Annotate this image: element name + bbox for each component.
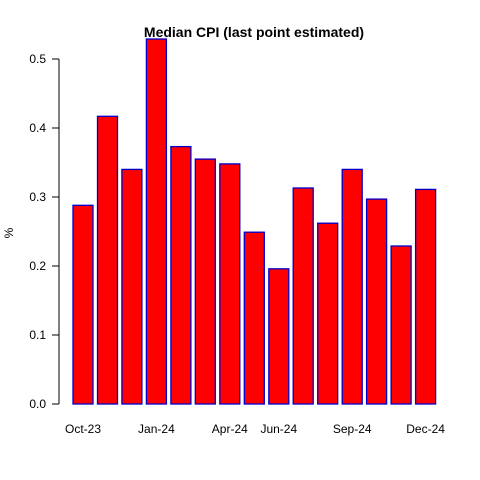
bar-Jul-24 (292, 187, 314, 405)
bar-Apr-24 (219, 163, 241, 405)
bar-Aug-24 (317, 222, 339, 405)
bar-May-24 (243, 231, 265, 405)
bar-Feb-24 (170, 145, 192, 405)
x-tick-label: Jun-24 (260, 422, 297, 436)
x-axis: Oct-23 Jan-24 Apr-24 Jun-24 Sep-24 Dec-24 (65, 422, 445, 436)
y-tick-label: 0.2 (29, 259, 46, 273)
bar-Nov-24 (390, 245, 412, 405)
bar-Oct-24 (365, 198, 388, 405)
bar-Jun-24 (268, 268, 290, 405)
y-tick-label: 0.3 (29, 190, 46, 204)
bar-Jan-24 (145, 38, 168, 405)
bar-Oct-23 (72, 204, 94, 405)
x-tick-label: Apr-24 (212, 422, 248, 436)
x-tick-label: Sep-24 (333, 422, 372, 436)
y-tick-label: 0.4 (29, 121, 46, 135)
x-tick-label: Jan-24 (138, 422, 175, 436)
y-tick-label: 0.0 (29, 397, 46, 411)
bar-Nov-23 (96, 115, 119, 405)
bar-Dec-23 (121, 168, 143, 405)
bar-Mar-24 (194, 158, 216, 405)
chart-title: Median CPI (last point estimated) (144, 24, 364, 40)
x-tick-label: Dec-24 (406, 422, 445, 436)
bar-Sep-24 (341, 168, 363, 405)
y-axis-label: % (2, 227, 16, 238)
bars (72, 38, 437, 405)
y-tick-label: 0.5 (29, 52, 46, 66)
x-tick-label: Oct-23 (65, 422, 101, 436)
bar-Dec-24 (414, 188, 437, 405)
y-tick-label: 0.1 (29, 328, 46, 342)
y-axis: 0.0 0.1 0.2 0.3 0.4 0.5 (29, 52, 60, 411)
